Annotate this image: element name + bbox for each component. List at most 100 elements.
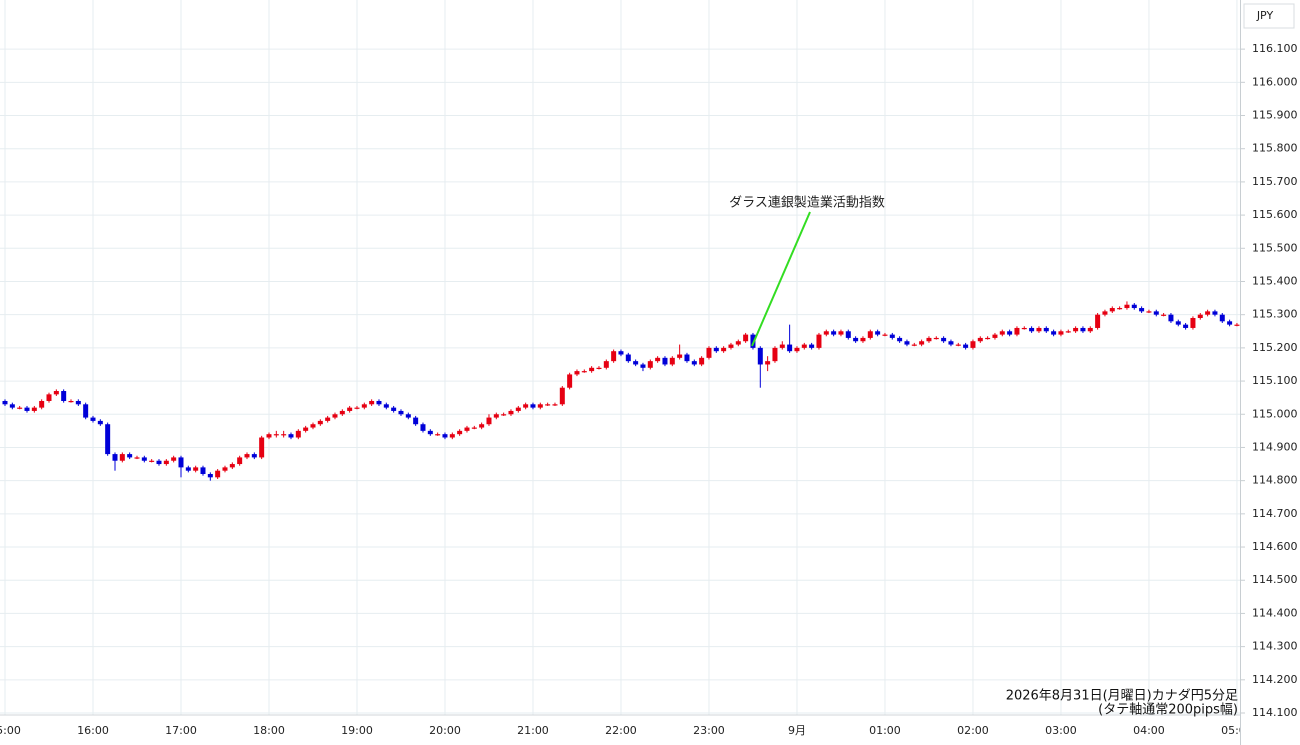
candle-body — [926, 337, 932, 342]
y-tick-label: 115.300 — [1252, 308, 1298, 321]
candle-body — [831, 331, 837, 335]
candle-body — [149, 460, 155, 462]
y-tick-label: 116.000 — [1252, 75, 1298, 88]
candle-body — [266, 434, 272, 438]
candle-body — [603, 361, 609, 368]
candle-body — [787, 344, 793, 352]
candle-body — [61, 391, 67, 401]
candle-body — [882, 334, 888, 336]
y-tick-label: 115.900 — [1252, 109, 1298, 122]
candle-body — [1007, 331, 1013, 335]
candle-body — [1139, 308, 1145, 312]
candle-body — [691, 361, 697, 365]
candle-body — [354, 407, 360, 409]
candle-body — [1117, 308, 1123, 310]
candle-body — [567, 374, 573, 388]
candle-body — [391, 407, 397, 411]
candle-body — [757, 347, 763, 365]
candle-body — [801, 344, 807, 348]
candle-body — [215, 470, 221, 478]
candle-body — [251, 454, 257, 458]
x-tick-label: 03:00 — [1045, 724, 1077, 737]
candle-body — [669, 357, 675, 365]
candle-body — [229, 464, 235, 468]
x-tick-label: 20:00 — [429, 724, 461, 737]
candle-body — [794, 347, 800, 352]
candle-body — [574, 371, 580, 375]
x-tick-label: 22:00 — [605, 724, 637, 737]
candle-body — [486, 417, 492, 425]
candle-body — [611, 351, 617, 362]
candle-body — [39, 400, 45, 408]
currency-box — [1243, 3, 1295, 29]
y-tick-label: 114.400 — [1252, 606, 1298, 619]
candle-body — [75, 400, 81, 405]
annotation-line — [751, 211, 811, 347]
currency-label: JPY — [1256, 9, 1274, 22]
candle-body — [442, 434, 448, 438]
candle-body — [127, 454, 133, 458]
candle-body — [508, 410, 514, 415]
candle-body — [743, 334, 749, 342]
y-axis: 114.100 114.200 114.300 114.400 114.500 114.6… — [1240, 42, 1298, 719]
grid — [0, 0, 1240, 715]
candle-body — [875, 331, 881, 335]
candle-body — [1043, 327, 1049, 332]
candle-body — [1109, 308, 1115, 312]
candle-body — [281, 434, 287, 436]
candle-body — [1021, 327, 1027, 330]
candle-body — [515, 407, 521, 411]
candle-body — [97, 420, 103, 425]
candle-body — [207, 474, 213, 478]
candle-body — [134, 457, 140, 459]
candle-body — [640, 364, 646, 368]
candle-body — [156, 460, 162, 465]
candle-body — [2, 400, 8, 405]
y-tick-label: 114.200 — [1252, 673, 1298, 686]
candle-body — [977, 337, 983, 342]
candle-body — [721, 347, 727, 352]
candle-body — [1036, 327, 1042, 332]
candle-body — [904, 341, 910, 345]
candle-body — [1205, 311, 1211, 315]
y-tick-label: 114.800 — [1252, 474, 1298, 487]
x-tick-label: 23:00 — [693, 724, 725, 737]
candle-body — [1051, 331, 1057, 335]
candle-body — [655, 357, 661, 362]
candle-body — [1183, 324, 1189, 328]
candle-body — [369, 400, 375, 405]
candle-body — [816, 334, 822, 348]
candle-body — [200, 467, 206, 475]
candle-body — [853, 337, 859, 342]
candle-body — [83, 404, 89, 418]
candle-body — [46, 394, 52, 401]
candle-body — [581, 371, 587, 373]
candle-body — [1087, 327, 1093, 332]
x-tick-label: 15:00 — [0, 724, 21, 737]
candle-body — [1080, 327, 1086, 332]
candle-body — [310, 424, 316, 428]
candle-body — [897, 337, 903, 342]
candle-body — [501, 414, 507, 416]
candle-body — [552, 404, 558, 406]
candle-body — [889, 334, 895, 338]
candle-body — [772, 347, 778, 362]
candle-body — [699, 357, 705, 365]
candle-body — [31, 407, 37, 411]
y-tick-label: 115.500 — [1252, 241, 1298, 254]
candle-body — [273, 434, 279, 436]
candle-body — [295, 430, 301, 438]
candle-body — [1168, 314, 1174, 322]
candle-body — [911, 344, 917, 346]
candle-body — [471, 427, 477, 429]
candle-body — [90, 417, 96, 421]
candle-body — [1102, 311, 1108, 315]
candle-body — [464, 427, 470, 431]
y-tick-label: 114.100 — [1252, 706, 1298, 719]
candle-body — [589, 367, 595, 372]
candle-body — [559, 387, 565, 405]
candle-body — [193, 467, 199, 471]
candle-body — [1219, 314, 1225, 322]
candle-body — [479, 424, 485, 428]
